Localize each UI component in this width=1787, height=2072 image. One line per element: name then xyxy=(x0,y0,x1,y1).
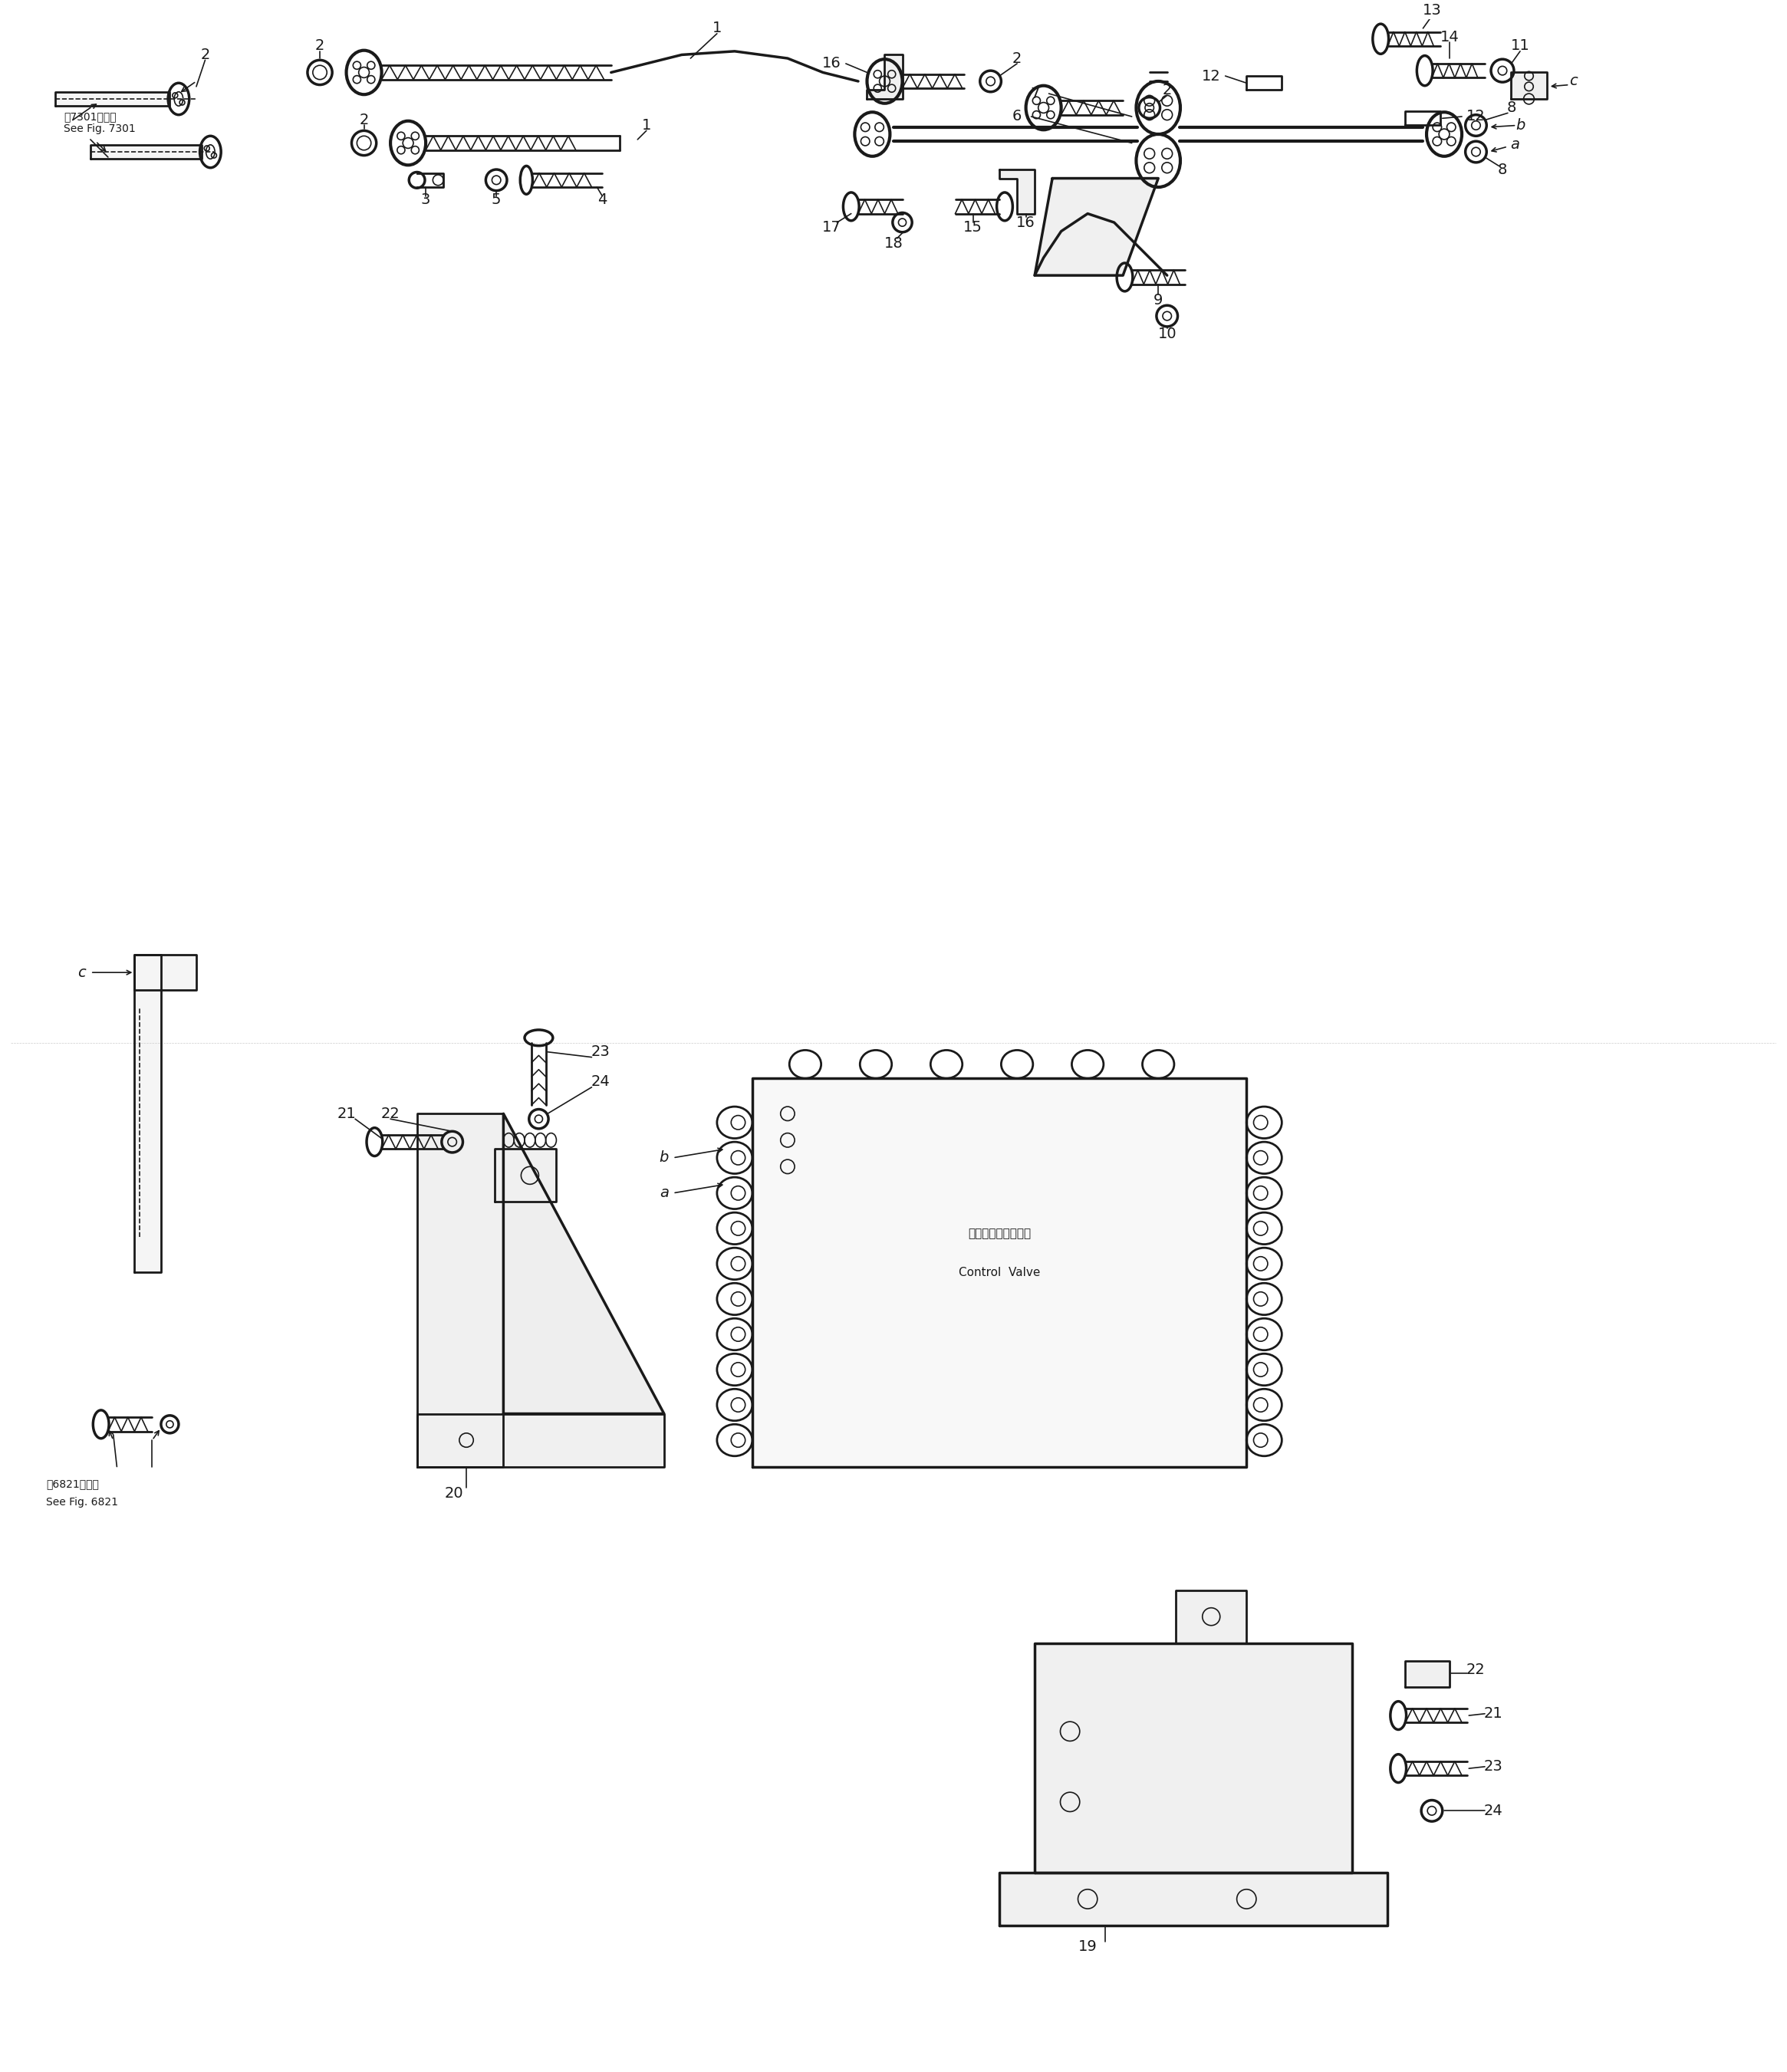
Text: See Fig. 7301: See Fig. 7301 xyxy=(64,124,136,135)
Text: 17: 17 xyxy=(822,220,842,234)
Text: 1: 1 xyxy=(713,21,722,35)
Text: b: b xyxy=(1515,118,1524,133)
Text: 15: 15 xyxy=(963,220,983,234)
Text: 2: 2 xyxy=(359,112,368,126)
Text: 7: 7 xyxy=(1029,87,1040,102)
Text: 2: 2 xyxy=(1011,52,1022,66)
Text: 12: 12 xyxy=(1201,68,1221,83)
Text: 9: 9 xyxy=(1154,292,1163,307)
Text: 5: 5 xyxy=(491,193,500,207)
Text: 2: 2 xyxy=(315,39,325,54)
Text: 8: 8 xyxy=(1506,99,1515,116)
Text: a: a xyxy=(659,1185,668,1200)
Text: 16: 16 xyxy=(1017,215,1035,230)
Text: Control  Valve: Control Valve xyxy=(958,1266,1040,1278)
Text: 21: 21 xyxy=(1485,1707,1503,1722)
Text: 8: 8 xyxy=(1498,162,1506,176)
Text: 12: 12 xyxy=(1467,110,1485,124)
Polygon shape xyxy=(1176,1589,1247,1643)
Text: コントロールバルブ: コントロールバルブ xyxy=(969,1229,1031,1239)
Text: 18: 18 xyxy=(885,236,902,251)
Text: 24: 24 xyxy=(1485,1803,1503,1817)
Text: 22: 22 xyxy=(1467,1662,1485,1676)
Text: 11: 11 xyxy=(1510,39,1530,54)
Text: 6: 6 xyxy=(1011,110,1022,124)
Text: 13: 13 xyxy=(1422,4,1442,19)
Polygon shape xyxy=(504,1113,665,1413)
Text: 2: 2 xyxy=(1162,83,1172,97)
Text: 19: 19 xyxy=(1078,1939,1097,1954)
Polygon shape xyxy=(999,1873,1388,1925)
Polygon shape xyxy=(752,1077,1247,1467)
Polygon shape xyxy=(1405,1662,1449,1687)
Text: 第6821図参照: 第6821図参照 xyxy=(46,1479,98,1490)
Text: 14: 14 xyxy=(1440,29,1458,44)
Text: 21: 21 xyxy=(336,1106,356,1121)
Text: 23: 23 xyxy=(1485,1759,1503,1774)
Polygon shape xyxy=(495,1150,556,1202)
Text: 第7301図参照: 第7301図参照 xyxy=(64,112,116,122)
Text: 16: 16 xyxy=(822,56,842,70)
Text: 3: 3 xyxy=(422,193,431,207)
Polygon shape xyxy=(1512,73,1546,99)
Polygon shape xyxy=(91,145,202,160)
Text: 4: 4 xyxy=(597,193,608,207)
Polygon shape xyxy=(416,1413,665,1467)
Text: 23: 23 xyxy=(591,1044,609,1059)
Text: b: b xyxy=(659,1150,668,1164)
Text: 10: 10 xyxy=(1158,325,1176,342)
Text: See Fig. 6821: See Fig. 6821 xyxy=(46,1496,118,1506)
Polygon shape xyxy=(999,170,1035,213)
Polygon shape xyxy=(416,1113,504,1467)
Polygon shape xyxy=(134,955,197,990)
Polygon shape xyxy=(55,91,170,106)
Polygon shape xyxy=(867,54,902,99)
Polygon shape xyxy=(134,955,161,1272)
Text: a: a xyxy=(1510,137,1519,151)
Text: c: c xyxy=(1569,75,1578,89)
Text: 24: 24 xyxy=(591,1075,609,1090)
Text: 20: 20 xyxy=(445,1486,463,1500)
Polygon shape xyxy=(1035,1643,1353,1873)
Text: 22: 22 xyxy=(381,1106,400,1121)
Text: 1: 1 xyxy=(642,118,650,133)
Polygon shape xyxy=(1035,178,1158,276)
Text: c: c xyxy=(77,966,86,980)
Text: 2: 2 xyxy=(200,48,209,62)
